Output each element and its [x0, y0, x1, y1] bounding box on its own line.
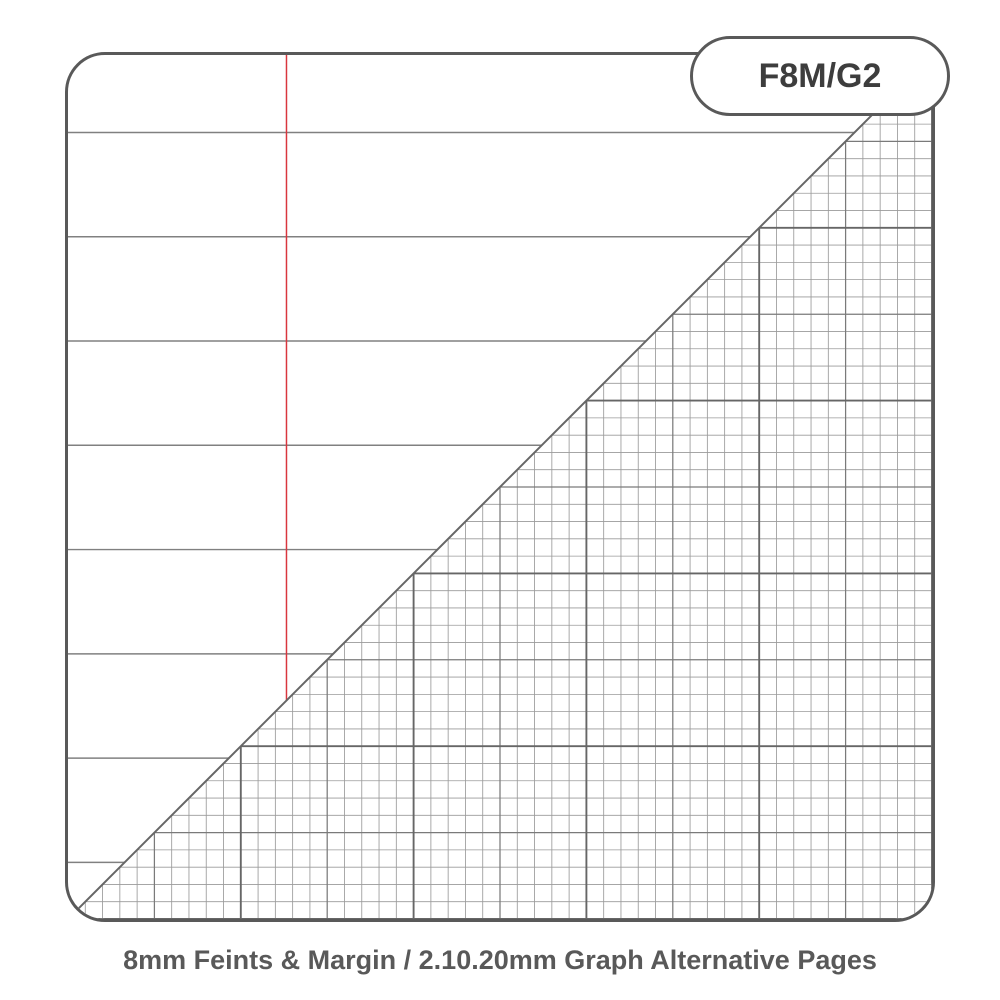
- caption-text: 8mm Feints & Margin / 2.10.20mm Graph Al…: [0, 945, 1000, 976]
- product-code-text: F8M/G2: [759, 57, 882, 96]
- stage: F8M/G2 8mm Feints & Margin / 2.10.20mm G…: [0, 0, 1000, 1000]
- graph-layer: [68, 55, 932, 919]
- product-code-badge: F8M/G2: [690, 36, 950, 116]
- paper-card: [65, 52, 935, 922]
